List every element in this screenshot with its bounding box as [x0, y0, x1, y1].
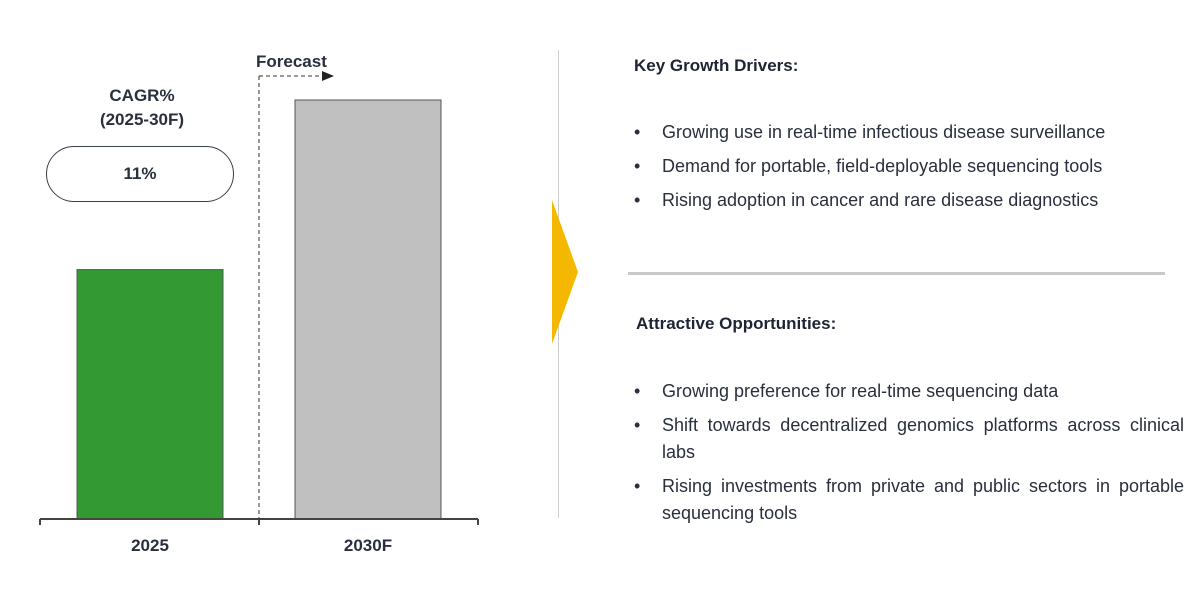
driver-item-text: Demand for portable, field-deployable se…: [662, 156, 1103, 176]
driver-item: • Rising adoption in cancer and rare dise…: [634, 187, 1174, 214]
driver-item: • Demand for portable, field-deployable s…: [634, 153, 1174, 180]
forecast-arrow-icon: [322, 71, 334, 81]
cagr-title: CAGR% (2025-30F): [62, 84, 222, 132]
bullet-icon: •: [634, 381, 641, 401]
cagr-value-pill: 11%: [46, 146, 234, 202]
opportunities-title: Attractive Opportunities:: [636, 314, 837, 333]
bullet-icon: •: [634, 190, 641, 210]
opportunity-item: • Growing preference for real-time sequen…: [634, 378, 1184, 405]
chevron-right-arrow-icon: [552, 200, 578, 344]
bar-chart: 2025 2030F: [39, 71, 479, 555]
horizontal-divider: [628, 272, 1165, 275]
cagr-title-line1: CAGR%: [109, 86, 175, 105]
bullet-icon: •: [634, 156, 641, 176]
driver-item-text: Growing use in real-time infectious dise…: [662, 122, 1106, 142]
opportunity-item-text: Rising investments from private and publ…: [662, 476, 1184, 523]
x-tick-label: 2030F: [344, 536, 392, 555]
bullet-icon: •: [634, 122, 641, 142]
bullet-icon: •: [634, 476, 641, 496]
cagr-title-line2: (2025-30F): [99, 110, 185, 129]
opportunity-item: • Shift towards decentralized genomics pl…: [634, 412, 1184, 466]
bullet-icon: •: [634, 415, 641, 435]
cagr-value: 11%: [123, 164, 157, 183]
drivers-list: • Growing use in real-time infectious dis…: [634, 119, 1174, 221]
driver-item: • Growing use in real-time infectious dis…: [634, 119, 1174, 146]
driver-item-text: Rising adoption in cancer and rare disea…: [662, 190, 1099, 210]
forecast-label: Forecast: [256, 52, 327, 71]
opportunity-item: • Rising investments from private and pub…: [634, 473, 1184, 527]
x-tick-label: 2025: [131, 536, 169, 555]
bar-2025: [76, 269, 224, 520]
opportunities-list: • Growing preference for real-time sequen…: [634, 378, 1184, 534]
drivers-title: Key Growth Drivers:: [634, 56, 799, 75]
opportunity-item-text: Growing preference for real-time sequenc…: [662, 381, 1059, 401]
opportunity-item-text: Shift towards decentralized genomics pla…: [662, 415, 1184, 462]
bar-2030F: [294, 99, 442, 520]
